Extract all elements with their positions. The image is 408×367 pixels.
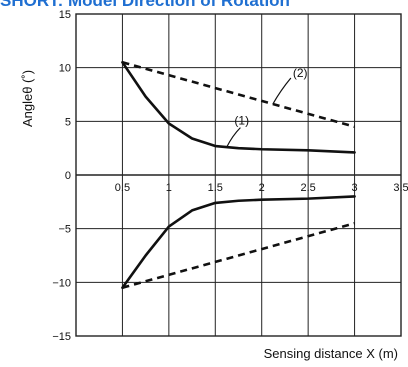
series-1-line-lower <box>121 195 356 290</box>
y-axis-label: Angleθ (˚) <box>20 70 35 127</box>
x-tick-label: 2 <box>259 182 265 194</box>
series-layer <box>121 60 356 290</box>
y-tick-label: 0 <box>65 170 71 182</box>
chart-title: SHORT: Model Direction of Rotation <box>0 0 290 10</box>
y-tick-label: −5 <box>58 224 71 236</box>
y-tick-label: −10 <box>52 277 71 289</box>
x-tick-label: 3 <box>352 182 358 194</box>
y-tick-label: 5 <box>65 116 71 128</box>
annotation-1-label: (1) <box>234 114 249 128</box>
y-tick-label: −15 <box>52 331 71 343</box>
grid-layer <box>75 13 402 337</box>
x-axis-label: Sensing distance X (m) <box>264 346 398 361</box>
series-2-line-upper <box>122 61 355 128</box>
x-tick-label: 1 <box>166 182 172 194</box>
series-1-line-upper <box>121 60 356 154</box>
x-tick-label: 0.5 <box>115 182 130 194</box>
tick-layer: 0.5 1 1.5 2 2.5 3 3.5 15 10 5 0 −5 −10 −15 <box>52 9 408 343</box>
annotation-2-label: (2) <box>293 66 308 80</box>
y-tick-label: 10 <box>59 63 71 75</box>
annotation-1-leader <box>225 127 241 148</box>
x-tick-label: 2.5 <box>300 182 315 194</box>
series-2-line-lower <box>122 222 355 289</box>
x-tick-label: 1.5 <box>208 182 223 194</box>
annotation-layer: (1) (2) <box>225 66 308 148</box>
x-tick-label: 3.5 <box>393 182 408 194</box>
y-tick-label: 15 <box>59 9 71 21</box>
annotation-2-leader <box>272 77 292 105</box>
